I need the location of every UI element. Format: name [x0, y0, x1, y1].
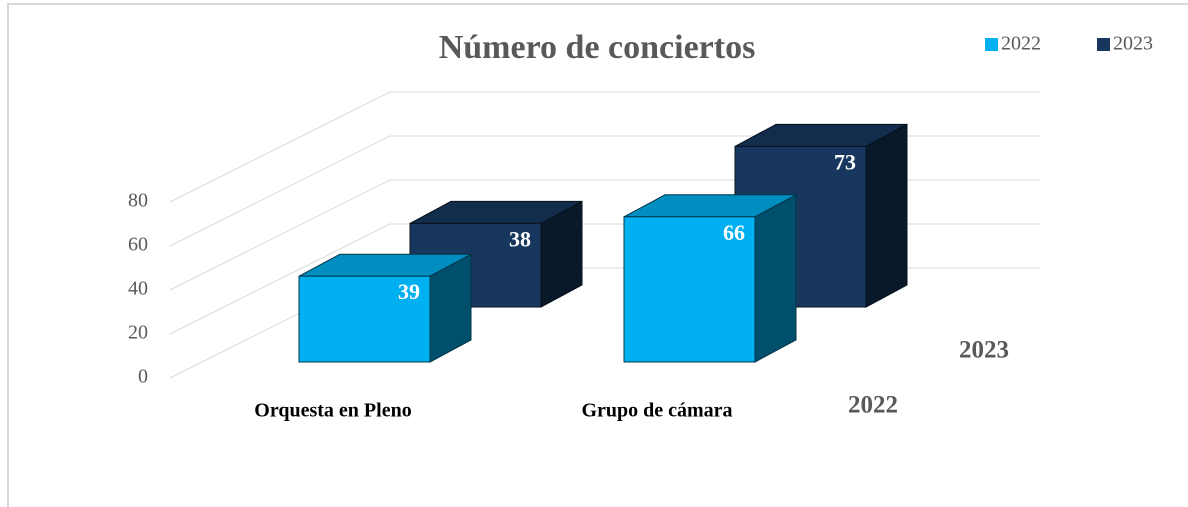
y-tick-label: 0 — [138, 366, 148, 388]
y-tick-label: 40 — [128, 278, 148, 300]
data-label: 66 — [723, 220, 745, 245]
legend-swatch — [985, 38, 998, 51]
data-label: 73 — [834, 149, 856, 174]
legend-swatch — [1097, 38, 1110, 51]
grid-line — [169, 91, 1040, 203]
data-label: 39 — [398, 279, 420, 304]
bar-side — [754, 193, 797, 363]
depth-axis-label: 2022 — [848, 392, 898, 419]
legend-label: 2022 — [1001, 33, 1041, 55]
chart-border — [7, 3, 1188, 507]
y-tick-label: 20 — [128, 322, 148, 344]
bar — [298, 275, 431, 363]
legend-label: 2023 — [1113, 33, 1153, 55]
depth-axis-label: 2023 — [959, 337, 1009, 364]
bar-side — [865, 123, 908, 308]
x-tick-label: Orquesta en Pleno — [254, 400, 411, 422]
bar — [623, 216, 756, 363]
y-tick-label: 60 — [128, 234, 148, 256]
data-label: 38 — [509, 226, 531, 251]
chart-title: Número de conciertos — [439, 29, 756, 66]
x-tick-label: Grupo de cámara — [581, 400, 732, 422]
y-tick-label: 80 — [128, 190, 148, 212]
